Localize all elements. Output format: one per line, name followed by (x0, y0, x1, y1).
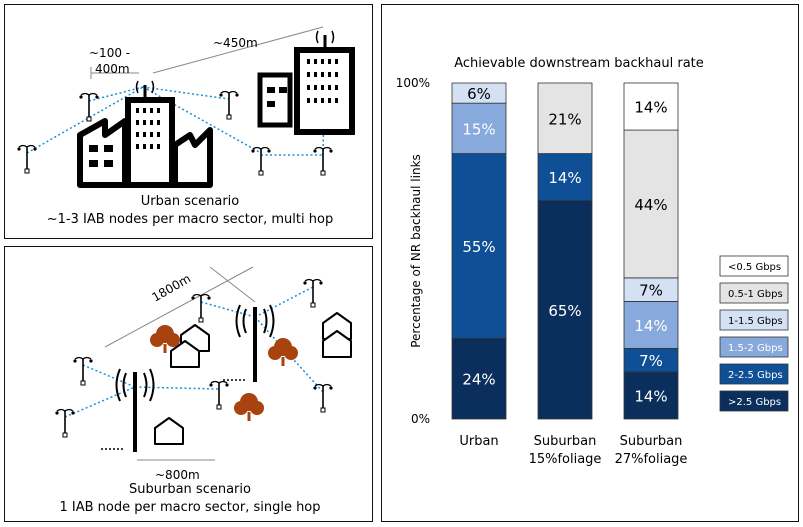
bar-data-label: 14% (634, 317, 667, 335)
suburban-lamp-pole-icon (302, 278, 324, 308)
bar-data-label: 21% (548, 110, 581, 128)
legend-entry: <0.5 Gbps (728, 262, 781, 273)
legend-swatch (719, 255, 789, 277)
urban-caption-line1: Urban scenario (141, 194, 240, 209)
bar-segment (537, 200, 593, 420)
x-tick-label-line2: 15%foliage (529, 452, 602, 467)
urban-far-distance: ~450m (213, 36, 258, 50)
suburban-macro-tower-icon (101, 368, 155, 452)
y-tick-label-bottom: 0% (411, 412, 430, 426)
urban-near-distance-line1: ~100 - (89, 46, 130, 60)
suburban-caption-line1: Suburban scenario (129, 482, 251, 497)
urban-lamp-pole-icon (78, 92, 100, 122)
chart-legend: <0.5 Gbps 0.5-1 Gbps 1-1.5 Gbps 1.5-2 Gbps 2… (719, 255, 789, 412)
legend-swatch (719, 309, 789, 331)
x-axis-labels: Urban Suburban 15%foliage Suburban 27%foliag… (459, 434, 687, 467)
bar-data-label: 7% (639, 282, 663, 300)
suburban-lamp-pole-icon (72, 356, 94, 386)
urban-caption-line2: ~1-3 IAB nodes per macro sector, multi h… (47, 212, 333, 227)
legend-swatch (719, 282, 789, 304)
backhaul-rate-chart-panel: Achievable downstream backhaul rate Perc… (381, 4, 799, 522)
bar-segment (451, 102, 507, 154)
bar-segment (623, 82, 679, 131)
bar-data-label: 14% (548, 169, 581, 187)
bar-segment (623, 371, 679, 420)
suburban-tree-icon (268, 338, 298, 366)
backhaul-rate-chart: Achievable downstream backhaul rate Perc… (396, 56, 789, 467)
bar-segment (451, 153, 507, 339)
bar-data-label: 6% (467, 85, 491, 103)
x-tick-label: Urban (459, 434, 498, 449)
urban-lamp-pole-icon (250, 146, 272, 176)
legend-swatch (719, 336, 789, 358)
urban-scenario-panel: ~100 - 400m ~450m (4, 4, 373, 239)
urban-scenario-diagram: ~100 - 400m ~450m (16, 26, 355, 227)
bar-data-label: 7% (639, 352, 663, 370)
suburban-caption-line2: 1 IAB node per macro sector, single hop (59, 500, 320, 515)
urban-building-cluster-icon (77, 80, 213, 188)
suburban-house-icon (154, 417, 184, 445)
urban-near-distance-line2: 400m (95, 62, 130, 76)
suburban-tree-icon (234, 393, 264, 421)
suburban-macro-tower-icon (223, 304, 275, 382)
y-axis-label: Percentage of NR backhaul links (409, 154, 423, 348)
urban-distance-arrows (90, 26, 324, 79)
bar-segment (623, 129, 679, 279)
suburban-scenario-panel: 1800m ~800m Suburban scenario 1 (4, 246, 373, 522)
bar-data-label: 44% (634, 196, 667, 214)
suburban-lamp-pole-icon (312, 383, 334, 413)
bar-segment (451, 337, 507, 420)
legend-swatch (719, 363, 789, 385)
suburban-scenario-diagram: 1800m ~800m Suburban scenario 1 (54, 266, 352, 515)
urban-lamp-pole-icon (312, 146, 334, 176)
bar-data-label: 65% (548, 302, 581, 320)
bar-segment (451, 82, 507, 104)
suburban-far-distance: 1800m (150, 271, 194, 304)
urban-lamp-pole-icon (16, 144, 38, 174)
suburban-lamp-pole-icon (54, 408, 76, 438)
legend-swatch (719, 390, 789, 412)
bar-data-label: 55% (462, 238, 495, 256)
suburban-near-distance: ~800m (155, 468, 200, 482)
y-tick-label-top: 100% (396, 76, 430, 90)
bar-segment (537, 82, 593, 154)
legend-entry: 2-2.5 Gbps (728, 370, 783, 381)
bar-segment (623, 300, 679, 349)
suburban-lamp-pole-icon (190, 293, 212, 323)
x-tick-label: Suburban (620, 434, 683, 449)
chart-title: Achievable downstream backhaul rate (454, 56, 704, 71)
legend-entry: 1.5-2 Gbps (728, 343, 783, 354)
bar-segment (537, 153, 593, 201)
urban-tall-building-icon (257, 30, 355, 135)
urban-lamp-pole-icon (218, 90, 240, 120)
legend-entry: 0.5-1 Gbps (728, 289, 783, 300)
legend-entry: 1-1.5 Gbps (728, 316, 783, 327)
x-tick-label-line2: 27%foliage (615, 452, 688, 467)
legend-entry: >2.5 Gbps (728, 397, 781, 408)
bar-data-label: 15% (462, 120, 495, 138)
bar-data-label: 24% (462, 371, 495, 389)
bar-data-label: 14% (634, 387, 667, 405)
stacked-bars: 24% 55% 15% 6% 65% 14% 21% 14% 7% 14% 7% 44% 14% (451, 82, 679, 420)
suburban-lamp-pole-icon (208, 380, 230, 410)
bar-data-label: 14% (634, 99, 667, 117)
x-tick-label: Suburban (534, 434, 597, 449)
suburban-distance-arrows (104, 266, 256, 461)
